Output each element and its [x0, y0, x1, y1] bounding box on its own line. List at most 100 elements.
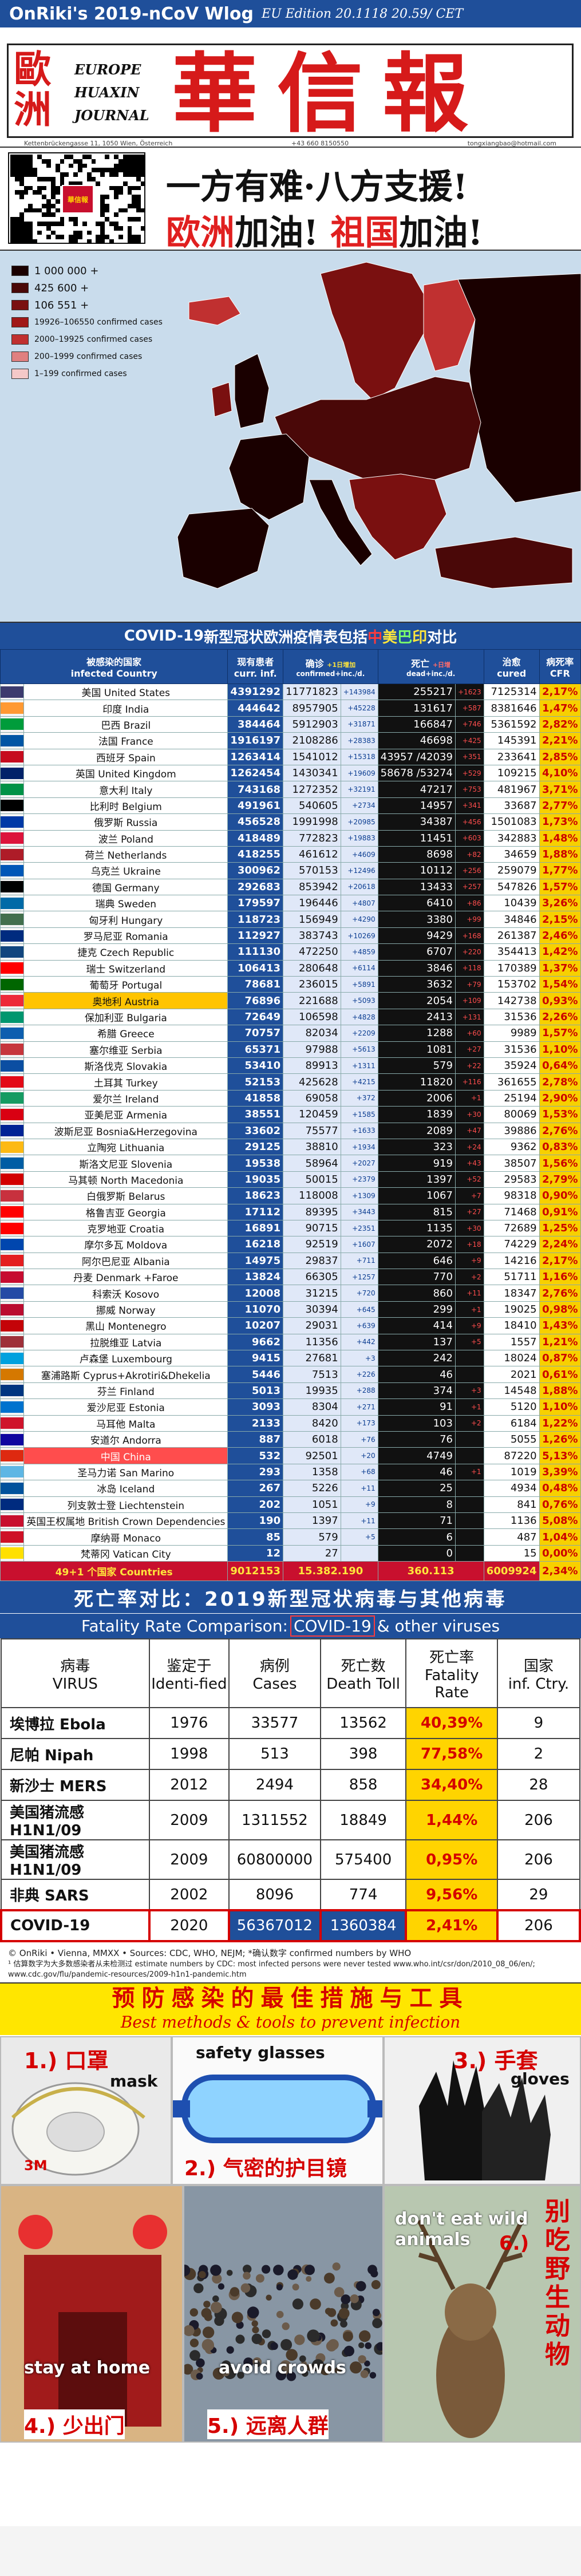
- cell-cur: 3093: [227, 1398, 284, 1416]
- cell-cfr: 2,17%: [539, 683, 581, 701]
- qr-module: [42, 185, 46, 191]
- cell-name: 梵蒂冈 Vatican City: [23, 1544, 228, 1562]
- qr-module: [28, 226, 33, 231]
- qr-module: [46, 203, 51, 208]
- cell-cfr: 1,88%: [539, 846, 581, 863]
- cell-inc: +45228: [340, 700, 378, 717]
- map-russia: [457, 273, 581, 503]
- cell-cfr: 1,47%: [539, 700, 581, 717]
- fcell-ctry: 9: [496, 1707, 581, 1740]
- cell-cure: 71468: [483, 1203, 540, 1220]
- fcell-year: 2009: [148, 1800, 230, 1841]
- cell-dinc: [454, 1544, 484, 1562]
- crowd-bg: [184, 2186, 382, 2442]
- qr-module: [33, 190, 38, 195]
- cell-cure: 34659: [483, 846, 540, 863]
- table-row: 土耳其 Turkey 52153 425628 +4215 11820 +116 36165…: [0, 1073, 581, 1091]
- crowd-person: [371, 2280, 381, 2290]
- cell-cure: 4934: [483, 1480, 540, 1497]
- cell-flag: [0, 683, 25, 701]
- qr-module: [136, 208, 141, 213]
- flag-icon: [1, 1238, 24, 1250]
- qr-module: [113, 172, 118, 177]
- cell-inc: +10269: [340, 927, 378, 945]
- table-row: 德国 Germany 292683 853942 +20618 13433 +257 547…: [0, 878, 581, 896]
- cell-inc: +4828: [340, 1008, 378, 1026]
- table-row: 英国王权属地 British Crown Dependencies 190 1397…: [0, 1512, 581, 1530]
- cell-inc: +31871: [340, 716, 378, 733]
- crowd-person: [276, 2284, 283, 2291]
- qr-module: [132, 163, 137, 168]
- fatality-row: COVID-19 2020 56367012 1360384 2,41% 206: [0, 1909, 581, 1943]
- qr-module: [14, 217, 19, 222]
- cell-cnf: 106598: [283, 1008, 341, 1026]
- cell-dinc: +30: [454, 1106, 484, 1123]
- cell-cur: 1916197: [227, 732, 284, 749]
- legend-item: 19926–106550 confirmed cases: [11, 314, 183, 331]
- cell-inc: +1607: [340, 1236, 378, 1253]
- email-link[interactable]: tongxiangbao@hotmail.com: [467, 140, 556, 147]
- qr-module: [10, 230, 15, 235]
- qr-module: [127, 172, 132, 177]
- legend-label: 1 000 000 +: [34, 264, 99, 277]
- qr-module: [100, 239, 105, 244]
- map-legend: 1 000 000 + 425 600 + 106 551 + 19926–10655…: [11, 262, 183, 382]
- crowd-person: [226, 2270, 233, 2276]
- qr-module: [122, 208, 128, 213]
- table-row: 亚美尼亚 Armenia 38551 120459 +1585 1839 +30 80069…: [0, 1106, 581, 1123]
- cell-cur: 78681: [227, 976, 284, 993]
- cell-flag: [0, 1512, 25, 1530]
- qr-module: [136, 155, 141, 159]
- qr-code[interactable]: 華信報: [8, 152, 145, 244]
- fcell-rate: 2,41%: [405, 1909, 499, 1943]
- col-confirmed: 确诊 +1日增加 confirmed+inc./d.: [283, 649, 378, 684]
- cell-flag: [0, 1138, 25, 1156]
- table-row: 摩纳哥 Monaco 85 579 +5 6 487 1,04%: [0, 1528, 581, 1546]
- crowd-person: [280, 2339, 293, 2351]
- cell-flag: [0, 959, 25, 977]
- cell-inc: +20: [340, 1447, 378, 1464]
- cell-flag: [0, 911, 25, 928]
- cell-cfr: 2,76%: [539, 1122, 581, 1139]
- qr-module: [19, 177, 24, 181]
- table-row: 科索沃 Kosovo 12008 31215 +720 860 +11 18347 2,76%: [0, 1285, 581, 1302]
- cell-cnf: 29031: [283, 1317, 341, 1334]
- cell-cfr: 0,91%: [539, 1203, 581, 1220]
- cell-inc: +720: [340, 1285, 378, 1302]
- qr-module: [14, 163, 19, 168]
- cell-flag: [0, 1333, 25, 1351]
- cell-cfr: 3,71%: [539, 781, 581, 798]
- cell-cur: 118723: [227, 911, 284, 928]
- qr-module: [28, 208, 33, 213]
- qr-module: [113, 163, 118, 168]
- cell-cure: 6184: [483, 1415, 540, 1432]
- qr-module: [122, 168, 128, 173]
- fcell-year: 1976: [148, 1707, 230, 1740]
- qr-module: [136, 177, 141, 181]
- cell-dinc: +1: [454, 1398, 484, 1416]
- qr-module: [118, 168, 123, 173]
- cell-flag: [0, 829, 25, 847]
- cell-cnf: 19935: [283, 1382, 341, 1400]
- cell-cfr: 1,57%: [539, 1025, 581, 1042]
- cell-dinc: +425: [454, 732, 484, 749]
- cell-dth: 0: [377, 1544, 456, 1562]
- crowd-person: [276, 2310, 284, 2318]
- cell-flag: [0, 927, 25, 945]
- flag-icon: [1, 1385, 24, 1397]
- qr-module: [69, 181, 74, 186]
- cell-flag: [0, 1106, 25, 1123]
- slogan-line-1: 一方有难·八方支援!: [166, 167, 468, 207]
- qr-module: [127, 203, 132, 208]
- cell-dth: 2413: [377, 1008, 456, 1026]
- fcell-ctry: 206: [496, 1909, 581, 1943]
- flag-icon: [1, 930, 24, 942]
- qr-module: [113, 168, 118, 173]
- mask-label-en: mask: [110, 2072, 158, 2091]
- qr-module: [136, 159, 141, 164]
- table-row: 波斯尼亚 Bosnia&Herzegovina 33602 75577 +1633 20…: [0, 1122, 581, 1139]
- cell-dinc: +1: [454, 1089, 484, 1107]
- cell-flag: [0, 1496, 25, 1513]
- qr-module: [78, 159, 82, 164]
- cell-cnf: 120459: [283, 1106, 341, 1123]
